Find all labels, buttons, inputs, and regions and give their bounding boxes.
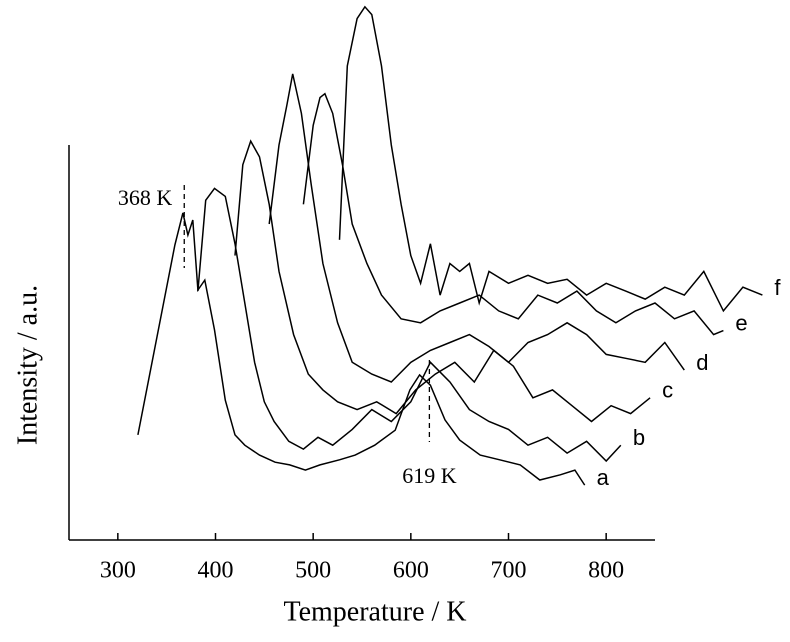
x-tick-label: 300 <box>100 558 136 584</box>
series-label: a <box>597 465 610 490</box>
y-axis-label: Intensity / a.u. <box>12 285 43 445</box>
data-line <box>302 92 724 336</box>
data-line <box>268 73 685 383</box>
series-label: d <box>696 350 708 375</box>
x-tick-label: 400 <box>198 558 234 584</box>
series-label: b <box>633 425 645 450</box>
x-tick-label: 500 <box>295 558 331 584</box>
x-axis-label: Temperature / K <box>283 596 466 627</box>
data-line <box>137 212 586 486</box>
data-line <box>338 5 763 313</box>
x-tick-label: 600 <box>393 558 429 584</box>
series-label: e <box>735 310 747 335</box>
annotation-label: 368 K <box>118 185 173 210</box>
data-line <box>234 139 651 423</box>
data-line <box>197 187 622 463</box>
series-label: f <box>774 275 781 300</box>
x-tick-label: 800 <box>588 558 624 584</box>
x-tick-label: 700 <box>491 558 527 584</box>
series-label: c <box>662 378 673 403</box>
annotation-label: 619 K <box>402 463 457 488</box>
